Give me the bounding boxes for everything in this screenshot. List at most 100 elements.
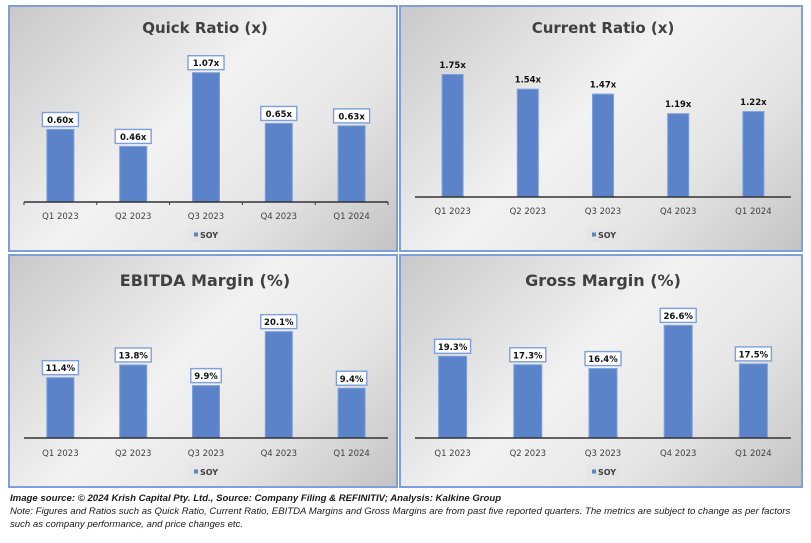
ebitda-margin-legend-swatch [194,469,198,474]
ebitda-margin-data-label-box [335,370,368,386]
ebitda-margin-legend: SOY [189,465,221,479]
ebitda-margin-data-label: 13.8% [118,351,148,361]
current-ratio-bar [516,88,539,198]
quick-ratio-data-label-box [332,108,371,124]
gross-margin-data-label-box [509,347,547,363]
current-ratio-bar [667,113,690,198]
current-ratio-legend-label: SOY [598,231,616,240]
current-ratio-bar [742,111,765,198]
current-ratio-data-label: 1.75x [439,61,466,71]
ebitda-margin-title: EBITDA Margin (%) [120,271,290,290]
current-ratio-legend-swatch [592,232,596,237]
current-ratio-x-tick-label: Q4 2023 [660,207,696,217]
current-ratio-bar [592,93,614,198]
quick-ratio-x-tick-label: Q1 2023 [42,212,78,222]
quick-ratio-legend: SOY [189,228,221,242]
current-ratio-data-label: 1.19x [665,100,692,110]
gross-margin-bar [513,364,543,439]
gross-margin-legend-swatch [592,469,596,474]
current-ratio-legend-box [587,228,619,242]
quick-ratio-data-label: 1.07x [193,59,220,69]
ebitda-margin-data-label-box [190,367,222,384]
current-ratio-chart: Current Ratio (x) 1.75x Q1 2023 1.54x Q2 202… [399,5,803,252]
ebitda-margin-data-label: 11.4% [46,364,76,374]
quick-ratio-x-tick-label: Q2 2023 [115,212,151,222]
gross-margin-x-tick-label: Q3 2023 [585,449,621,459]
current-ratio-data-label: 1.22x [740,98,767,108]
ebitda-margin-data-label-box [260,313,298,330]
gross-margin-data-label: 26.6% [663,312,693,322]
gross-margin-legend-label: SOY [598,468,616,477]
quick-ratio-data-label-box [114,128,152,145]
gross-margin-bar [438,355,468,439]
current-ratio-plot: Current Ratio (x) 1.75x Q1 2023 1.54x Q2 202… [415,19,791,242]
ebitda-margin-plot: EBITDA Margin (%) 11.4% Q1 2023 13.8% Q2 202… [24,271,388,479]
quick-ratio-data-label: 0.65x [266,110,293,120]
ebitda-margin-legend-label: SOY [200,468,218,477]
gross-margin-data-label: 19.3% [438,343,468,353]
note-text: Note: Figures and Ratios such as Quick R… [10,506,791,530]
current-ratio-x-tick-label: Q1 2023 [434,207,470,217]
quick-ratio-title: Quick Ratio (x) [142,19,268,37]
quick-ratio-plot: Quick Ratio (x) 0.60x Q1 2023 0.46x Q2 2023 1… [23,19,389,242]
footer: Image source: © 2024 Krish Capital Pty. … [10,492,805,531]
gross-margin-data-label-box [734,346,773,362]
quick-ratio-legend-swatch [194,232,198,237]
quick-ratio-x-tick-label: Q3 2023 [188,212,224,222]
gross-margin-bar [738,363,768,439]
gross-margin-x-tick-label: Q1 2024 [735,449,771,459]
gross-margin-legend-box [587,465,619,479]
gross-margin-plot: Gross Margin (%) 19.3% Q1 2023 17.3% Q2 2023… [415,271,791,479]
ebitda-margin-chart: EBITDA Margin (%) 11.4% Q1 2023 13.8% Q2 202… [8,254,398,488]
ebitda-margin-bar [119,364,148,439]
current-ratio-legend: SOY [587,228,619,242]
current-ratio-x-tick-label: Q2 2023 [510,207,546,217]
ebitda-margin-x-tick-label: Q3 2023 [188,449,224,459]
ebitda-margin-x-tick-label: Q2 2023 [115,449,151,459]
quick-ratio-legend-label: SOY [200,231,218,240]
quick-ratio-x-tick-label: Q4 2023 [261,212,297,222]
current-ratio-title: Current Ratio (x) [532,19,675,37]
gross-margin-bar [588,368,618,439]
ebitda-margin-bar [192,385,220,439]
gross-margin-data-label: 17.5% [739,350,769,360]
quick-ratio-bar [264,122,293,203]
quick-ratio-x-tick-label: Q1 2024 [333,212,369,222]
current-ratio-bar [441,74,464,198]
gross-margin-x-tick-label: Q2 2023 [510,449,546,459]
ebitda-margin-data-label: 9.9% [194,372,218,382]
gross-margin-data-label-box [659,307,697,324]
ebitda-margin-bar [337,387,366,439]
quick-ratio-bar [119,145,148,203]
gross-margin-data-label-box [433,338,472,354]
gross-margin-legend: SOY [587,465,619,479]
quick-ratio-data-label: 0.60x [47,116,74,126]
quick-ratio-legend-box [189,228,221,242]
quick-ratio-chart: Quick Ratio (x) 0.60x Q1 2023 0.46x Q2 2023 1… [8,5,398,252]
quick-ratio-data-label: 0.63x [338,112,365,122]
quick-ratio-data-label-box [260,105,298,122]
quick-ratio-data-label-box [187,55,225,71]
ebitda-margin-data-label-box [41,359,80,376]
gross-margin-data-label: 16.4% [588,355,618,365]
gross-margin-chart: Gross Margin (%) 19.3% Q1 2023 17.3% Q2 2023… [399,254,803,488]
quick-ratio-data-label-box [41,111,80,128]
quick-ratio-data-label: 0.46x [120,133,147,143]
quick-ratio-bar [192,72,220,203]
ebitda-margin-x-tick-label: Q1 2024 [333,449,369,459]
image-source-text: Image source: © 2024 Krish Capital Pty. … [10,493,502,504]
quick-ratio-bar [46,129,75,203]
gross-margin-data-label-box [584,350,622,367]
current-ratio-data-label: 1.47x [590,81,617,91]
ebitda-margin-x-tick-label: Q1 2023 [42,449,78,459]
gross-margin-bar [663,324,693,439]
ebitda-margin-x-tick-label: Q4 2023 [261,449,297,459]
ebitda-margin-data-label-box [114,347,152,363]
ebitda-margin-legend-box [189,465,221,479]
ebitda-margin-bar [264,331,293,439]
gross-margin-x-tick-label: Q4 2023 [660,449,696,459]
ebitda-margin-data-label: 9.4% [340,375,364,385]
current-ratio-x-tick-label: Q1 2024 [735,207,771,217]
current-ratio-x-tick-label: Q3 2023 [585,207,621,217]
current-ratio-data-label: 1.54x [515,76,542,86]
